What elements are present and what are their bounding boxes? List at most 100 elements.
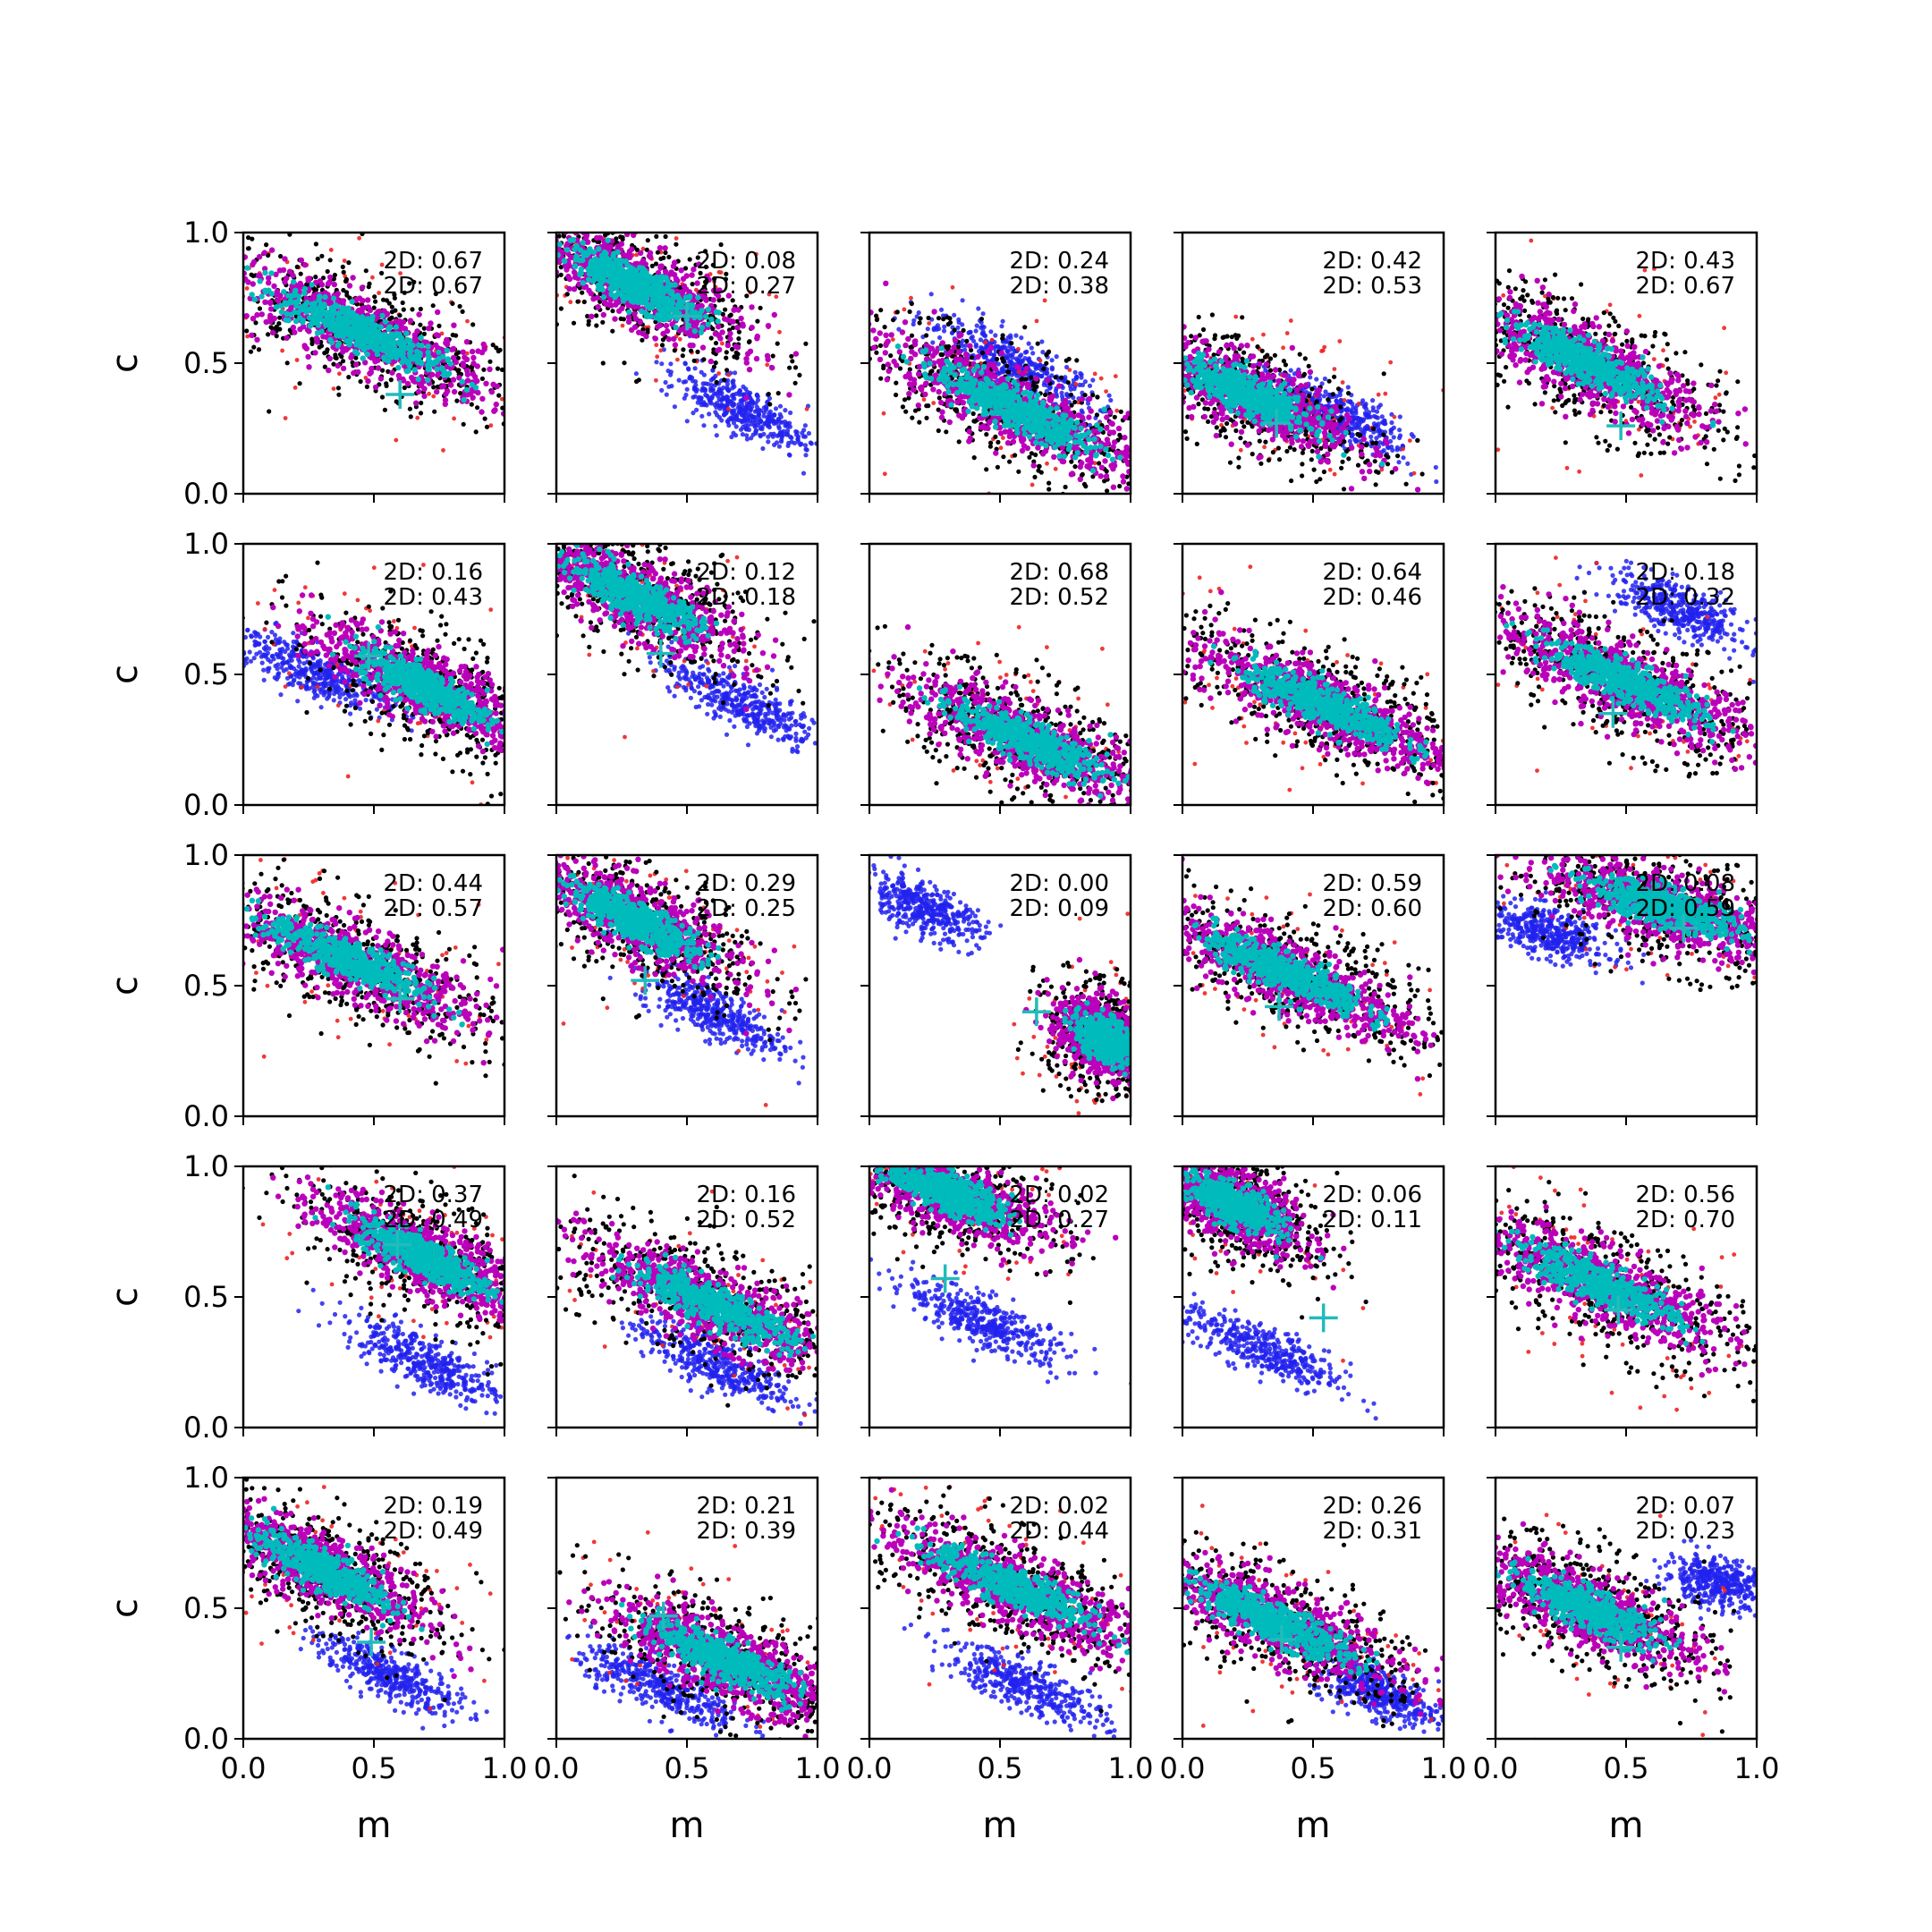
scatter-point [758,434,763,438]
scatter-point [640,258,646,263]
scatter-point [783,419,787,424]
scatter-point [284,311,290,317]
scatter-point [305,354,310,360]
scatter-point [543,258,548,263]
scatter-point [405,381,411,386]
scatter-point [538,277,543,282]
scatter-point [942,325,946,329]
scatter-point [188,259,192,264]
scatter-point [431,385,436,389]
scatter-point [304,300,309,305]
scatter-point [328,319,334,325]
scatter-point [452,165,456,169]
scatter-point [452,417,456,421]
scatter-point [354,351,360,356]
scatter-point [931,401,936,405]
scatter-point [393,333,398,338]
scatter-point [277,316,282,320]
scatter-point [489,199,494,203]
scatter-point [785,428,790,433]
scatter-point [608,292,614,297]
scatter-point [276,321,281,326]
scatter-point [665,316,671,321]
scatter-point [435,358,440,363]
scatter-point [226,294,231,299]
scatter-point [299,272,303,276]
scatter-point [614,292,620,297]
scatter-point [332,282,337,287]
scatter-point [148,258,152,263]
scatter-point [389,370,394,376]
scatter-point [648,223,652,227]
scatter-point [174,253,179,258]
scatter-point [525,199,530,204]
scatter-point [244,313,250,318]
scatter-point [516,258,521,263]
scatter-point [181,260,186,266]
scatter-point [1139,413,1143,418]
scatter-point [282,279,287,284]
scatter-point [951,285,955,290]
scatter-point [576,216,580,221]
scatter-point [366,328,371,334]
scatter-point [648,250,653,256]
scatter-point [1029,375,1033,379]
scatter-point [1108,398,1113,402]
scatter-point [1013,334,1018,338]
scatter-point [654,378,658,383]
scatter-point [762,411,767,415]
scatter-point [842,302,846,307]
scatter-point [566,263,572,268]
scatter-point [540,215,545,219]
scatter-point [494,402,499,407]
scatter-point [918,320,922,325]
scatter-point [309,282,315,287]
scatter-point [510,281,514,285]
scatter-point [940,352,945,357]
scatter-point [1055,354,1059,359]
scatter-point [638,250,643,256]
scatter-point [644,314,649,319]
scatter-point [408,407,412,411]
scatter-point [548,247,554,252]
scatter-point [434,389,439,394]
scatter-point [536,279,541,284]
scatter-point [928,369,933,374]
scatter-point [720,342,724,346]
scatter-point [685,387,690,392]
scatter-point [826,461,831,465]
scatter-point [505,405,510,410]
scatter-point [498,224,503,228]
scatter-point [835,329,840,334]
scatter-point [299,258,304,263]
scatter-point [1136,486,1140,490]
scatter-point [505,225,510,229]
scatter-point [673,325,678,330]
scatter-point [499,184,504,189]
scatter-point [191,257,196,261]
scatter-point [775,440,779,445]
scatter-point [699,414,704,419]
scatter-point [731,382,735,386]
scatter-point [1004,364,1009,369]
scatter-point [173,271,177,275]
scatter-point [644,287,649,292]
scatter-point [389,377,394,382]
scatter-point [508,253,513,258]
scatter-point [561,226,566,232]
scatter-point [755,409,759,413]
scatter-point [396,339,402,344]
scatter-point [797,373,801,377]
scatter-point [662,245,667,250]
scatter-point [247,246,251,250]
scatter-point [233,287,237,292]
scatter-point [874,314,878,318]
scatter-point [1027,455,1031,460]
scatter-point [601,360,606,365]
scatter-point [734,413,739,418]
scatter-point [620,258,625,264]
scatter-point [666,336,672,342]
scatter-point [824,436,828,440]
scatter-point [388,342,394,347]
